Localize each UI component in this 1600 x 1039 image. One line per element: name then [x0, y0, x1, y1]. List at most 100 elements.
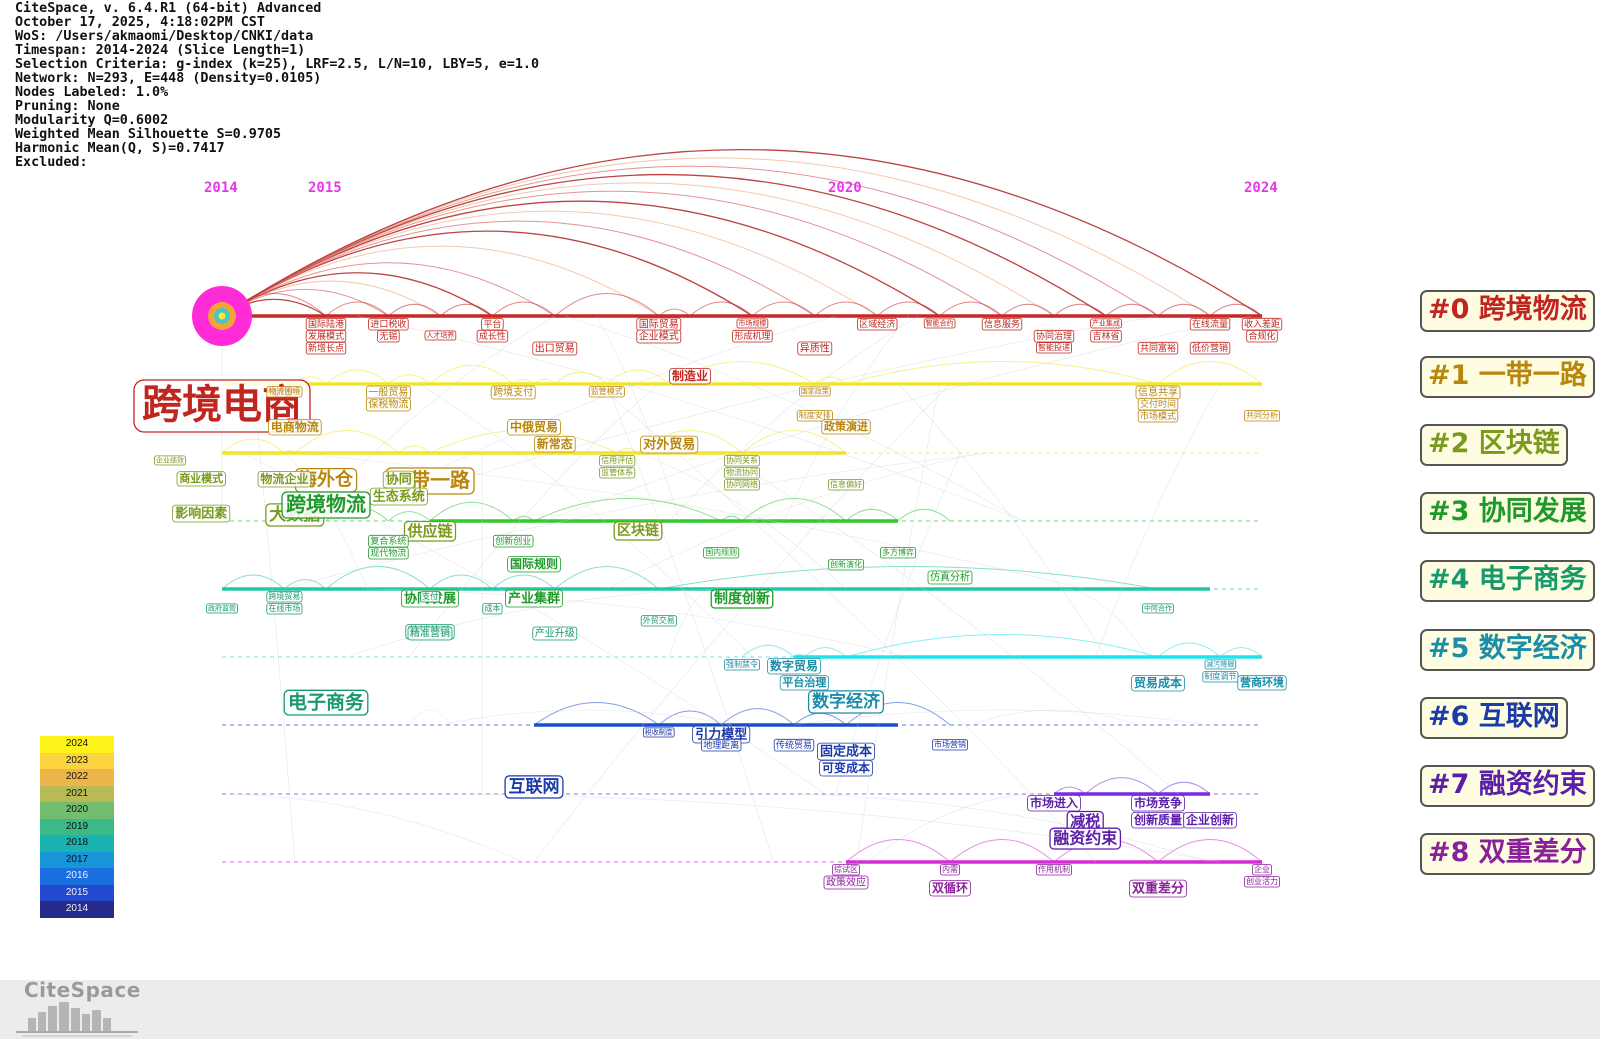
keyword-box: [507, 556, 561, 573]
keyword-label: 形成机理: [732, 330, 773, 343]
keyword-text: 信用评估: [601, 455, 633, 465]
keyword-label: 互联网: [504, 775, 564, 799]
keyword-label: 平台: [481, 318, 504, 331]
keyword-text: 融资约束: [1053, 828, 1118, 847]
keyword-box: [1090, 318, 1122, 329]
keyword-text: 产业集群: [508, 590, 560, 606]
keyword-box: [724, 467, 761, 479]
keyword-box: [588, 386, 625, 398]
keyword-box: [266, 386, 303, 398]
info-line: Weighted Mean Silhouette S=0.9705: [15, 127, 282, 142]
keyword-label: 生态系统: [369, 487, 428, 506]
keyword-text: 跨境物流: [286, 492, 366, 516]
keyword-label: 智能投递: [1036, 342, 1073, 354]
keyword-box: [857, 317, 898, 331]
keyword-box: [724, 455, 761, 467]
keyword-box: [636, 329, 682, 344]
citation-arc: [221, 272, 493, 317]
keyword-text: 营商环境: [1240, 675, 1284, 689]
keyword-text: 引力模型: [695, 726, 747, 742]
keyword-label: 影响因素: [172, 504, 231, 523]
keyword-box: [821, 419, 871, 435]
co-occurrence-arc: [741, 498, 847, 522]
keyword-label: 税收制度: [643, 727, 675, 738]
co-occurrence-arc: [793, 654, 805, 658]
keyword-text: 互联网: [509, 777, 560, 797]
keyword-box: [807, 690, 885, 714]
keyword-box: [1027, 795, 1081, 812]
keyword-label: 跨境物流: [281, 491, 371, 519]
co-occurrence-arc: [845, 839, 951, 863]
citation-arc: [221, 230, 753, 317]
co-occurrence-arc: [554, 371, 608, 385]
keyword-label: 国家政策: [799, 386, 831, 397]
keyword-text: 信息共享: [1138, 386, 1178, 399]
citation-arc: [221, 262, 556, 317]
keyword-label: 减税: [1066, 810, 1104, 832]
keyword-text: 电商物流: [271, 419, 319, 434]
keyword-box: [1137, 341, 1179, 355]
year-label: 2014: [204, 180, 238, 196]
keyword-text: 协同网络: [726, 479, 758, 489]
legend-swatch: 2017: [40, 851, 114, 868]
keyword-box: [267, 418, 322, 436]
keyword-label: 保税物流: [365, 398, 411, 412]
co-occurrence-arc: [845, 508, 899, 522]
keyword-text: 创业活力: [1246, 876, 1278, 886]
keyword-label: 数字经济: [807, 690, 885, 714]
keyword-text: 国家政策: [801, 387, 829, 396]
keyword-box: [368, 546, 409, 560]
keyword-text: 国际贸易: [639, 319, 679, 331]
keyword-text: 跨境贸易: [268, 591, 300, 601]
keyword-label: 市场竞争: [1131, 795, 1185, 812]
keyword-label: 企业模式: [636, 329, 682, 344]
keyword-box: [534, 435, 576, 453]
keyword-label: 外贸交易: [640, 615, 677, 627]
co-occurrence-arc: [1105, 303, 1159, 317]
keyword-label: 在线流量: [1189, 317, 1231, 331]
keyword-label: 共同富裕: [1137, 341, 1179, 355]
co-occurrence-arc: [554, 293, 660, 317]
keyword-box: [266, 603, 303, 615]
keyword-label: 制度创新: [710, 589, 774, 609]
keyword-label: 电子商务: [283, 689, 369, 716]
co-occurrence-arc: [689, 301, 753, 317]
keyword-text: 吉林省: [1092, 330, 1119, 342]
co-occurrence-arc: [388, 511, 431, 522]
co-occurrence-arc: [1157, 839, 1263, 863]
co-occurrence-arc: [658, 308, 691, 317]
keyword-box: [172, 504, 231, 523]
keyword-label: 企业创新: [1183, 812, 1237, 829]
keyword-text: 多方博弈: [882, 547, 914, 557]
keyword-box: [1129, 879, 1188, 898]
keyword-label: 市场规模: [736, 318, 769, 329]
cross-cluster-link: [284, 452, 992, 590]
keyword-text: 强制禁令: [726, 659, 758, 669]
keyword-box: [1244, 876, 1281, 888]
cross-cluster-link: [440, 709, 732, 726]
keyword-text: 一般贸易: [368, 386, 408, 399]
co-occurrence-arc: [533, 702, 660, 726]
keyword-box: [779, 675, 830, 691]
keyword-label: 智能合约: [923, 318, 956, 329]
keyword-label: 平台治理: [779, 675, 830, 691]
keyword-text: 进口税收: [370, 318, 406, 330]
keyword-text: 平台: [483, 318, 501, 330]
co-occurrence-arc: [492, 574, 556, 590]
keyword-text: 传统贸易: [776, 739, 812, 751]
keyword-label: 出口贸易: [532, 342, 578, 356]
co-occurrence-arc: [814, 376, 847, 385]
cross-cluster-link: [637, 452, 847, 590]
keyword-box: [1189, 317, 1231, 331]
citespace-logo: CiteSpace: [24, 978, 141, 1002]
citation-arc: [221, 149, 1263, 317]
info-line: Harmonic Mean(Q, S)=0.7417: [15, 141, 225, 156]
cross-cluster-link: [866, 793, 1034, 863]
keyword-box: [507, 418, 561, 436]
keyword-label: 地理距离: [701, 739, 742, 752]
co-occurrence-arc: [804, 647, 847, 658]
keyword-label: 监管模式: [588, 386, 625, 398]
keyword-text: 在线市场: [268, 603, 300, 613]
keyword-box: [1033, 329, 1075, 343]
co-occurrence-arc: [741, 430, 847, 454]
